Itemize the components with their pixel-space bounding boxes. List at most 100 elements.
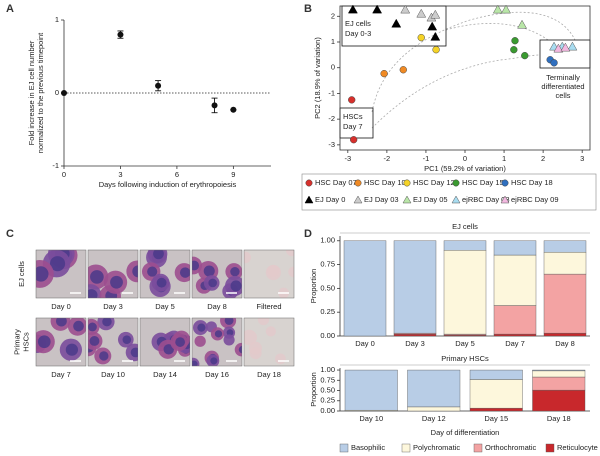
legend-label: EJ Day 0	[315, 195, 345, 204]
bar-segment	[343, 240, 387, 337]
legend-box	[301, 173, 597, 211]
nucleus	[36, 266, 49, 282]
micrograph	[87, 249, 139, 299]
micrograph-frame	[139, 317, 191, 367]
cell	[244, 329, 257, 346]
bar-segment	[493, 240, 537, 256]
y-axis-label: Proportion	[309, 372, 318, 407]
point	[521, 51, 529, 60]
x-tick-label: 2	[541, 154, 545, 163]
legend-label: HSC Day 07	[315, 178, 357, 187]
legend-swatch	[305, 179, 313, 187]
x-tick-label: 0	[463, 154, 467, 163]
legend-swatch	[354, 179, 362, 187]
cells	[244, 318, 286, 365]
bar-segment	[543, 273, 587, 334]
bar-segment	[407, 369, 461, 408]
point	[432, 46, 440, 54]
nucleus	[175, 337, 185, 347]
y-tick-label: 1	[331, 37, 335, 46]
point	[61, 90, 67, 96]
row-label: HSCs	[21, 332, 30, 352]
point	[350, 136, 358, 144]
x-axis-label: PC1 (59.2% of variation)	[424, 164, 506, 173]
legend-label: HSC Day 10	[364, 178, 406, 187]
micrograph	[243, 317, 295, 367]
y-tick-label: 0.00	[320, 406, 335, 415]
y-tick-label: 0.25	[320, 307, 335, 316]
nucleus	[99, 351, 109, 361]
y-axis-label: Proportion	[309, 269, 318, 304]
point	[391, 18, 402, 28]
cells	[141, 250, 190, 298]
x-tick-label: Day 12	[422, 414, 446, 423]
nucleus	[122, 335, 132, 344]
x-axis-label: Day of differentiation	[431, 428, 500, 437]
bar-segment	[393, 240, 437, 334]
legend-label: EJ Day 05	[413, 195, 448, 204]
nucleus	[88, 289, 98, 298]
nucleus	[153, 250, 164, 260]
point	[416, 8, 427, 18]
nucleus	[238, 345, 242, 354]
nucleus	[102, 318, 112, 327]
row-label: EJ cells	[17, 261, 26, 287]
nucleus	[192, 260, 200, 271]
bar-segment	[469, 369, 523, 380]
point	[348, 96, 356, 104]
micrograph-frame	[191, 249, 243, 299]
bar-segment	[344, 369, 398, 411]
panel-label: B	[304, 3, 312, 15]
y-tick-label: 0.00	[320, 331, 335, 340]
bar-segment	[493, 333, 537, 337]
bar-segment	[443, 250, 487, 335]
micrograph-label: Day 16	[205, 370, 229, 379]
cell	[223, 334, 235, 346]
cell	[265, 326, 276, 337]
nucleus	[88, 322, 97, 332]
micrograph	[139, 249, 191, 299]
legend-swatch	[353, 195, 363, 204]
facet-title: Primary HSCs	[441, 354, 489, 363]
bar-segment	[532, 370, 586, 378]
x-tick-label: Day 0	[355, 339, 375, 348]
micrograph	[35, 317, 87, 367]
y-tick-label: 0	[331, 63, 335, 72]
nucleus	[156, 277, 167, 288]
micrograph-label: Day 3	[103, 302, 123, 311]
legend-swatch	[452, 179, 460, 187]
nucleus	[179, 267, 190, 278]
micrograph-label: Day 5	[155, 302, 175, 311]
micrograph-frame	[243, 249, 295, 299]
micrograph	[191, 317, 243, 367]
facet-title: EJ cells	[452, 222, 478, 231]
point	[492, 4, 503, 14]
legend-label: ejRBC Day 08	[462, 195, 510, 204]
cell	[249, 341, 262, 355]
nucleus	[230, 280, 242, 292]
micrograph-frame	[35, 249, 87, 299]
bar-segment	[543, 251, 587, 275]
y-axis-label: Fold increase in EJ cell number	[27, 40, 36, 145]
legend-label: ejRBC Day 09	[511, 195, 559, 204]
annotation: Day 7	[343, 122, 363, 131]
point	[501, 4, 511, 14]
nucleus	[197, 323, 206, 332]
cells	[88, 318, 138, 365]
y-tick-label: -3	[328, 140, 335, 149]
x-tick-label: Day 10	[359, 414, 383, 423]
legend-label: HSC Day 12	[413, 178, 455, 187]
cells	[151, 330, 190, 359]
nucleus	[37, 335, 51, 349]
cells	[192, 318, 242, 366]
legend-swatch	[500, 195, 510, 204]
y-tick-label: -2	[328, 114, 335, 123]
legend-swatch	[401, 443, 411, 453]
point	[510, 46, 518, 54]
micrograph-label: Day 14	[153, 370, 177, 379]
nucleus	[224, 318, 234, 325]
y-axis-label: PC2 (18.9% of variation)	[313, 37, 322, 119]
micrograph	[139, 317, 191, 367]
legend-label: Orthochromatic	[485, 443, 537, 452]
cell	[286, 250, 294, 257]
